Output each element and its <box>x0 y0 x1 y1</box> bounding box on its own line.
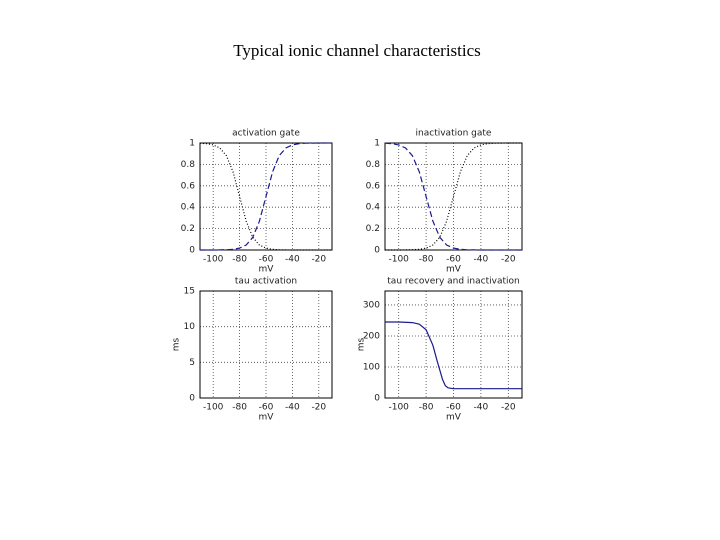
x-tick-label: -60 <box>259 255 274 265</box>
y-tick-label: 0.8 <box>366 160 381 170</box>
plot-frame <box>384 290 523 399</box>
x-axis-label: mV <box>259 413 275 423</box>
y-tick-label: 0.4 <box>366 203 381 213</box>
y-tick-label: 0 <box>189 246 195 256</box>
x-tick-label: -20 <box>311 403 326 413</box>
slide-title: Typical ionic channel characteristics <box>233 41 481 60</box>
x-tick-label: -40 <box>474 403 489 413</box>
chart-title: tau recovery and inactivation <box>387 277 519 287</box>
x-tick-label: -20 <box>311 255 326 265</box>
y-tick-label: 1 <box>189 139 195 149</box>
chart-title: activation gate <box>232 129 300 139</box>
x-tick-label: -60 <box>446 403 461 413</box>
x-axis-label: mV <box>446 265 462 275</box>
x-tick-label: -100 <box>203 255 224 265</box>
y-tick-label: 200 <box>363 331 380 341</box>
y-tick-label: 0.6 <box>366 181 381 191</box>
x-tick-label: -80 <box>419 255 434 265</box>
plot-frame <box>199 142 333 251</box>
x-tick-label: -40 <box>285 403 300 413</box>
x-axis-label: mV <box>446 413 462 423</box>
y-tick-label: 10 <box>184 322 196 332</box>
x-tick-label: -60 <box>259 403 274 413</box>
x-tick-label: -80 <box>232 255 247 265</box>
plot-frame <box>199 290 333 399</box>
y-axis-label: ms <box>172 337 182 351</box>
x-tick-label: -20 <box>501 255 516 265</box>
y-tick-label: 0.6 <box>181 181 196 191</box>
y-tick-label: 300 <box>363 300 380 310</box>
series-line <box>385 321 522 390</box>
x-tick-label: -100 <box>203 403 224 413</box>
x-tick-label: -100 <box>388 255 409 265</box>
chart-title: tau activation <box>235 277 297 287</box>
y-tick-label: 0.8 <box>181 160 196 170</box>
chart-title: inactivation gate <box>416 129 492 139</box>
y-tick-label: 5 <box>189 358 195 368</box>
x-tick-label: -40 <box>285 255 300 265</box>
x-tick-label: -60 <box>446 255 461 265</box>
y-tick-label: 1 <box>374 139 380 149</box>
y-tick-label: 0 <box>189 394 195 404</box>
x-tick-label: -40 <box>474 255 489 265</box>
x-axis-label: mV <box>259 265 275 275</box>
y-tick-label: 15 <box>184 287 195 297</box>
series-line <box>200 142 332 251</box>
x-tick-label: -80 <box>419 403 434 413</box>
y-tick-label: 100 <box>363 362 380 372</box>
x-tick-label: -80 <box>232 403 247 413</box>
y-axis-label: ms <box>357 337 367 351</box>
x-tick-label: -100 <box>388 403 409 413</box>
y-tick-label: 0.4 <box>181 203 196 213</box>
plot-frame <box>384 142 523 251</box>
y-tick-label: 0.2 <box>366 224 380 234</box>
y-tick-label: 0.2 <box>181 224 195 234</box>
y-tick-label: 0 <box>374 394 380 404</box>
series-line <box>384 142 522 251</box>
x-tick-label: -20 <box>501 403 516 413</box>
series-line <box>385 142 522 251</box>
y-tick-label: 0 <box>374 246 380 256</box>
